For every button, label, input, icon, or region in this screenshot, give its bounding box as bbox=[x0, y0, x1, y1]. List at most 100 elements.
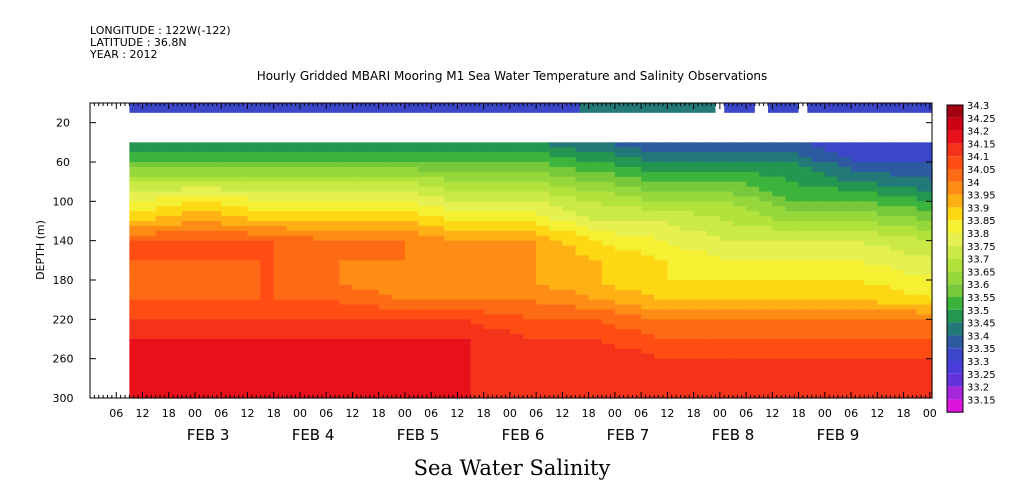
heatmap-cell bbox=[614, 280, 629, 286]
heatmap-cell bbox=[404, 319, 419, 325]
heatmap-cell bbox=[890, 343, 905, 350]
heatmap-cell bbox=[208, 191, 222, 198]
heatmap-cell bbox=[641, 235, 655, 242]
heatmap-cell bbox=[221, 142, 235, 148]
heatmap-cell bbox=[234, 240, 249, 247]
heatmap-cell bbox=[142, 225, 157, 232]
heatmap-cell bbox=[837, 348, 852, 355]
heatmap-cell bbox=[798, 225, 813, 232]
heatmap-cell bbox=[903, 383, 918, 389]
heatmap-cell bbox=[536, 142, 550, 148]
heatmap-cell bbox=[299, 353, 314, 360]
heatmap-cell bbox=[851, 221, 865, 227]
heatmap-cell bbox=[575, 265, 590, 271]
heatmap-cell bbox=[273, 245, 288, 252]
heatmap-cell bbox=[247, 240, 262, 247]
heatmap-cell bbox=[418, 309, 432, 316]
heatmap-cell bbox=[877, 393, 892, 399]
heatmap-cell bbox=[732, 378, 747, 384]
heatmap-cell bbox=[811, 358, 826, 365]
heatmap-cell bbox=[706, 388, 721, 394]
heatmap-cell bbox=[168, 260, 183, 266]
heatmap-cell bbox=[628, 334, 642, 340]
heatmap-cell bbox=[352, 211, 367, 217]
heatmap-cell bbox=[732, 260, 747, 266]
x-day-label: FEB 7 bbox=[607, 426, 650, 444]
colorbar-swatch bbox=[947, 169, 963, 182]
heatmap-cell bbox=[667, 363, 682, 370]
heatmap-cell bbox=[221, 211, 235, 217]
heatmap-cell bbox=[404, 270, 419, 276]
x-axis: 06 12 18 00 06 12 18 00 06 12 18 00 06 12 18 00 06 12 18 00… bbox=[89, 103, 937, 444]
heatmap-cell bbox=[903, 393, 918, 399]
heatmap-cell bbox=[811, 343, 826, 350]
heatmap-cell bbox=[798, 368, 813, 375]
heatmap-cell bbox=[864, 270, 878, 276]
heatmap-cell bbox=[693, 201, 708, 207]
heatmap-cell bbox=[536, 245, 550, 252]
heatmap-cell bbox=[365, 240, 380, 247]
heatmap-cell bbox=[155, 181, 170, 188]
heatmap-cell bbox=[299, 142, 314, 148]
heatmap-cell bbox=[155, 388, 170, 394]
heatmap-cell bbox=[313, 221, 327, 227]
heatmap-cell bbox=[588, 221, 603, 227]
heatmap-cell bbox=[641, 196, 655, 202]
heatmap-cell bbox=[129, 211, 144, 217]
heatmap-cell bbox=[614, 240, 629, 247]
heatmap-cell bbox=[628, 343, 642, 350]
heatmap-cell bbox=[746, 353, 760, 360]
heatmap-cell bbox=[457, 225, 472, 232]
heatmap-cell bbox=[693, 186, 708, 193]
heatmap-cell bbox=[654, 275, 668, 281]
heatmap-cell bbox=[667, 329, 682, 335]
heatmap-cell bbox=[470, 196, 485, 202]
heatmap-cell bbox=[877, 314, 892, 320]
heatmap-cell bbox=[221, 319, 235, 325]
heatmap-cell bbox=[890, 171, 905, 178]
heatmap-cell bbox=[628, 186, 642, 193]
heatmap-cell bbox=[811, 388, 826, 394]
heatmap-cell bbox=[444, 289, 459, 296]
heatmap-cell bbox=[260, 196, 275, 202]
heatmap-cell bbox=[457, 289, 472, 296]
heatmap-cell bbox=[326, 368, 340, 375]
heatmap-cell bbox=[903, 235, 918, 242]
heatmap-cell bbox=[155, 334, 170, 340]
heatmap-cell bbox=[837, 171, 852, 178]
heatmap-cell bbox=[221, 250, 235, 257]
heatmap-cell bbox=[916, 206, 931, 212]
heatmap-cell bbox=[194, 157, 209, 163]
heatmap-cell bbox=[273, 319, 288, 325]
heatmap-cell bbox=[667, 343, 682, 350]
heatmap-cell bbox=[194, 289, 209, 296]
heatmap-cell bbox=[378, 166, 393, 173]
heatmap-cell bbox=[562, 206, 577, 212]
heatmap-cell bbox=[772, 275, 787, 281]
heatmap-cell bbox=[693, 348, 708, 355]
heatmap-cell bbox=[575, 388, 590, 394]
heatmap-cell bbox=[719, 294, 734, 301]
heatmap-cell bbox=[404, 329, 419, 335]
heatmap-cell bbox=[851, 230, 865, 237]
heatmap-cell bbox=[864, 230, 878, 237]
heatmap-cell bbox=[418, 260, 432, 266]
heatmap-cell bbox=[273, 353, 288, 360]
heatmap-cell bbox=[352, 314, 367, 320]
heatmap-cell bbox=[391, 334, 406, 340]
heatmap-cell bbox=[444, 388, 459, 394]
heatmap-cell bbox=[523, 260, 537, 266]
heatmap-cell bbox=[168, 339, 183, 345]
heatmap-cell bbox=[890, 166, 905, 173]
heatmap-cell bbox=[418, 294, 432, 301]
heatmap-cell bbox=[470, 235, 485, 242]
heatmap-cell bbox=[719, 235, 734, 242]
heatmap-cell bbox=[746, 378, 760, 384]
colorbar-swatch bbox=[947, 130, 963, 144]
heatmap-cell bbox=[719, 358, 734, 365]
heatmap-cell bbox=[523, 294, 537, 301]
heatmap-cell bbox=[732, 373, 747, 379]
y-tick-label: 60 bbox=[56, 156, 70, 169]
heatmap-cell bbox=[509, 230, 524, 237]
heatmap-cell bbox=[693, 393, 708, 399]
